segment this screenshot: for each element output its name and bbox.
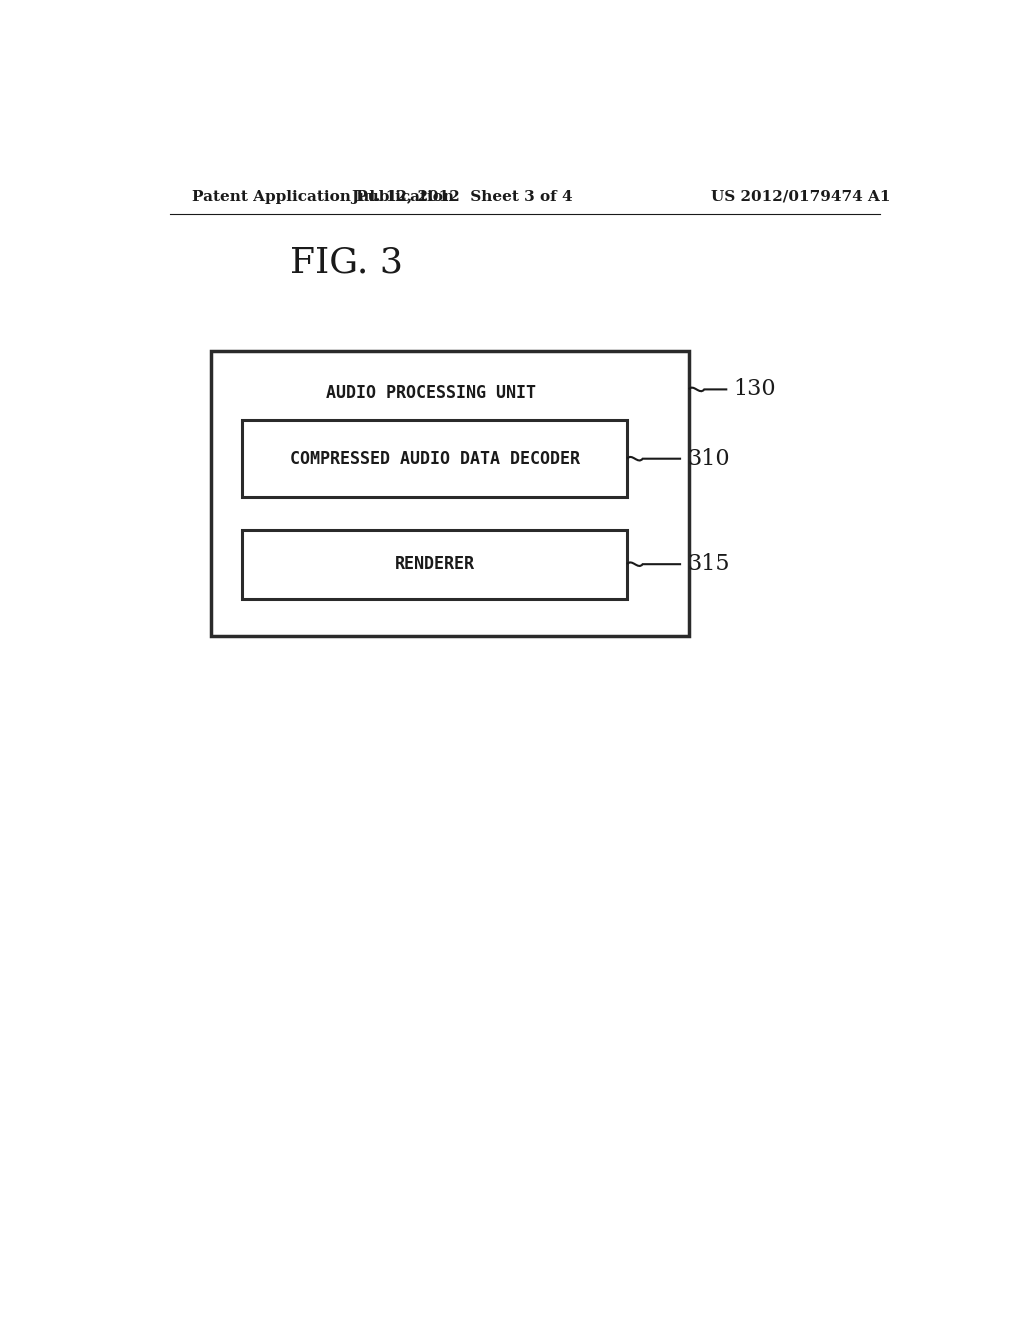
FancyBboxPatch shape [211,351,689,636]
Text: COMPRESSED AUDIO DATA DECODER: COMPRESSED AUDIO DATA DECODER [290,450,580,467]
Text: RENDERER: RENDERER [394,556,475,573]
Text: 315: 315 [687,553,730,576]
Text: FIG. 3: FIG. 3 [290,246,402,280]
Text: 130: 130 [733,379,776,400]
Text: US 2012/0179474 A1: US 2012/0179474 A1 [711,190,890,203]
Text: AUDIO PROCESSING UNIT: AUDIO PROCESSING UNIT [326,384,536,403]
Text: 310: 310 [687,447,730,470]
FancyBboxPatch shape [243,420,628,498]
Text: Jul. 12, 2012  Sheet 3 of 4: Jul. 12, 2012 Sheet 3 of 4 [351,190,572,203]
FancyBboxPatch shape [243,529,628,599]
Text: Patent Application Publication: Patent Application Publication [193,190,455,203]
